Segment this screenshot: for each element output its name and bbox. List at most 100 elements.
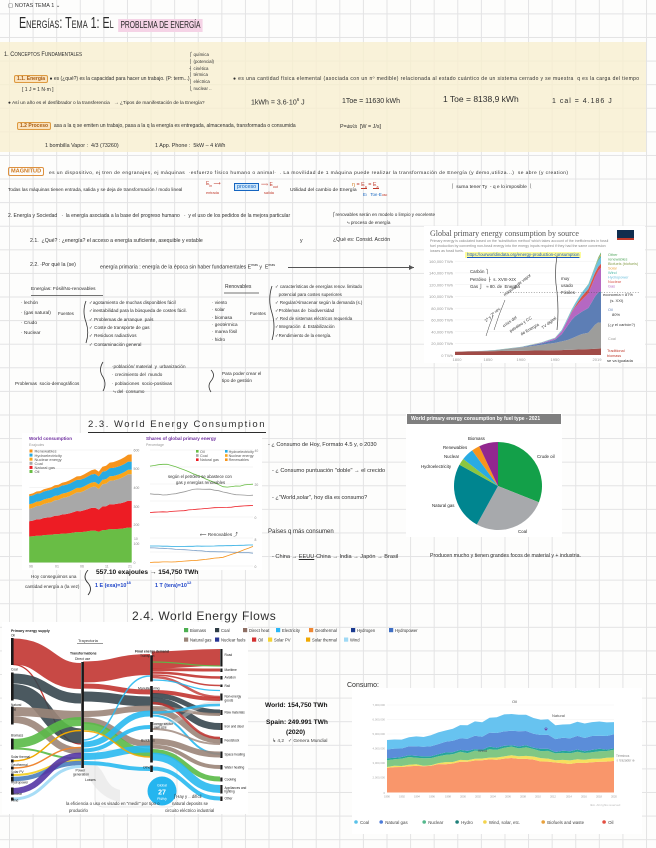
svg-text:renewables: renewables: [608, 258, 628, 262]
svg-text:21: 21: [128, 565, 132, 569]
svg-text:Solar PV: Solar PV: [11, 770, 24, 774]
svg-text:Other: Other: [225, 797, 234, 801]
svg-text:Coal: Coal: [221, 628, 230, 633]
svg-text:Geothermal: Geothermal: [315, 628, 337, 633]
svg-text:0: 0: [383, 791, 385, 795]
svg-text:Nuclear: Nuclear: [444, 454, 460, 459]
svg-text:2002: 2002: [475, 795, 481, 799]
svg-text:2006: 2006: [505, 795, 511, 799]
svg-text:Oil: Oil: [608, 308, 613, 312]
svg-text:Manufacturing: Manufacturing: [138, 687, 160, 691]
svg-text:1998: 1998: [445, 795, 451, 799]
svg-text:Energy sector: Energy sector: [152, 722, 174, 726]
svg-text:IEA. All rights reserved: IEA. All rights reserved: [590, 803, 621, 807]
svg-text:10: 10: [134, 537, 138, 541]
svg-text:500: 500: [134, 467, 140, 471]
svg-text:Renewables: Renewables: [229, 458, 249, 462]
svg-text:Wind: Wind: [608, 271, 617, 275]
svg-text:Space heating: Space heating: [225, 753, 246, 757]
svg-text:1900: 1900: [517, 357, 527, 362]
svg-text:Wind, solar, etc.: Wind, solar, etc.: [489, 820, 520, 825]
svg-text:2016: 2016: [581, 795, 587, 799]
svg-text:Other: Other: [143, 766, 152, 770]
svg-text:Raw materials: Raw materials: [225, 711, 246, 715]
svg-text:Traditional: Traditional: [607, 349, 625, 353]
svg-text:1992: 1992: [399, 795, 405, 799]
svg-text:60,000 TWh: 60,000 TWh: [431, 318, 453, 323]
svg-text:96: 96: [29, 565, 33, 569]
svg-text:Renewables: Renewables: [443, 445, 468, 450]
svg-text:Water heating: Water heating: [225, 766, 245, 770]
svg-text:400: 400: [134, 486, 140, 490]
svg-text:Gas: Gas: [608, 285, 615, 289]
svg-text:Hydropower: Hydropower: [11, 781, 29, 785]
svg-text:2,000,000: 2,000,000: [373, 776, 386, 780]
svg-text:Transformations: Transformations: [70, 652, 97, 656]
svg-text:2014: 2014: [566, 795, 572, 799]
svg-text:100: 100: [134, 542, 140, 546]
svg-text:40: 40: [255, 449, 259, 453]
svg-text:Biomass: Biomass: [11, 734, 24, 738]
svg-text:2019: 2019: [593, 357, 603, 362]
svg-text:1994: 1994: [414, 795, 420, 799]
svg-text:100,000 TWh: 100,000 TWh: [429, 294, 453, 299]
svg-text:goods: goods: [225, 699, 234, 703]
svg-text:Buildings: Buildings: [141, 739, 155, 743]
svg-text:Iron and steel: Iron and steel: [225, 725, 245, 729]
svg-text:Natural gas: Natural gas: [385, 820, 408, 825]
svg-text:Wind: Wind: [350, 638, 360, 643]
svg-text:Solar PV: Solar PV: [274, 638, 291, 643]
svg-text:1990: 1990: [384, 795, 390, 799]
svg-text:Other: Other: [608, 253, 618, 257]
svg-text:Cooking: Cooking: [225, 778, 237, 782]
svg-text:Hydroelectricity: Hydroelectricity: [421, 464, 452, 469]
svg-text:generation: generation: [73, 773, 89, 777]
svg-text:Hydroelectricity: Hydroelectricity: [229, 450, 254, 454]
svg-text:Solar thermal: Solar thermal: [312, 638, 337, 643]
svg-text:0: 0: [255, 565, 257, 569]
svg-text:Oil: Oil: [11, 634, 15, 638]
svg-text:Natural: Natural: [552, 713, 565, 718]
svg-text:7,000,000: 7,000,000: [373, 703, 386, 707]
svg-text:Maritime: Maritime: [225, 668, 237, 672]
svg-text:8: 8: [255, 538, 257, 542]
svg-text:Appliances and: Appliances and: [225, 786, 247, 790]
svg-text:01: 01: [55, 565, 59, 569]
svg-text:Non-energy: Non-energy: [225, 695, 242, 699]
svg-text:2004: 2004: [490, 795, 496, 799]
svg-text:Direct heat: Direct heat: [249, 628, 270, 633]
svg-text:600: 600: [134, 449, 140, 453]
svg-text:6,000,000: 6,000,000: [373, 718, 386, 722]
svg-text:Oil: Oil: [608, 820, 613, 825]
svg-text:Hydroelectricity: Hydroelectricity: [35, 453, 62, 458]
svg-text:Términos: Términos: [616, 754, 630, 758]
svg-text:0: 0: [134, 561, 136, 565]
svg-text:Hydropower: Hydropower: [395, 628, 418, 633]
svg-text:1950: 1950: [551, 357, 561, 362]
svg-text:Biofuels and waste: Biofuels and waste: [547, 820, 584, 825]
svg-text:Renewables: Renewables: [35, 449, 57, 454]
svg-text:0: 0: [255, 516, 257, 520]
svg-text:40,000 TWh: 40,000 TWh: [431, 330, 453, 335]
svg-text:Electricity: Electricity: [282, 628, 301, 633]
svg-text:27: 27: [158, 790, 166, 797]
svg-text:Hydro: Hydro: [461, 820, 473, 825]
svg-text:Nuclear energy: Nuclear energy: [35, 457, 62, 462]
svg-text:Natural gas: Natural gas: [432, 503, 455, 508]
svg-text:Coal: Coal: [360, 820, 369, 825]
svg-text:Coal: Coal: [35, 461, 43, 466]
svg-text:2020: 2020: [611, 795, 617, 799]
svg-text:PWh/y: PWh/y: [157, 797, 167, 801]
svg-text:Trayectoria: Trayectoria: [78, 638, 99, 643]
svg-text:Final energy demand: Final energy demand: [135, 650, 169, 654]
svg-text:120,000 TWh: 120,000 TWh: [429, 283, 453, 288]
svg-text:Oil: Oil: [35, 469, 40, 474]
svg-text:Coal: Coal: [200, 454, 208, 458]
svg-text:Nuclear: Nuclear: [428, 820, 444, 825]
svg-text:1850: 1850: [484, 357, 494, 362]
svg-text:2012: 2012: [550, 795, 556, 799]
svg-text:Nuclear fuels: Nuclear fuels: [221, 638, 245, 643]
svg-text:11: 11: [105, 565, 109, 569]
svg-text:140,000 TWh: 140,000 TWh: [429, 271, 453, 276]
svg-text:1996: 1996: [429, 795, 435, 799]
